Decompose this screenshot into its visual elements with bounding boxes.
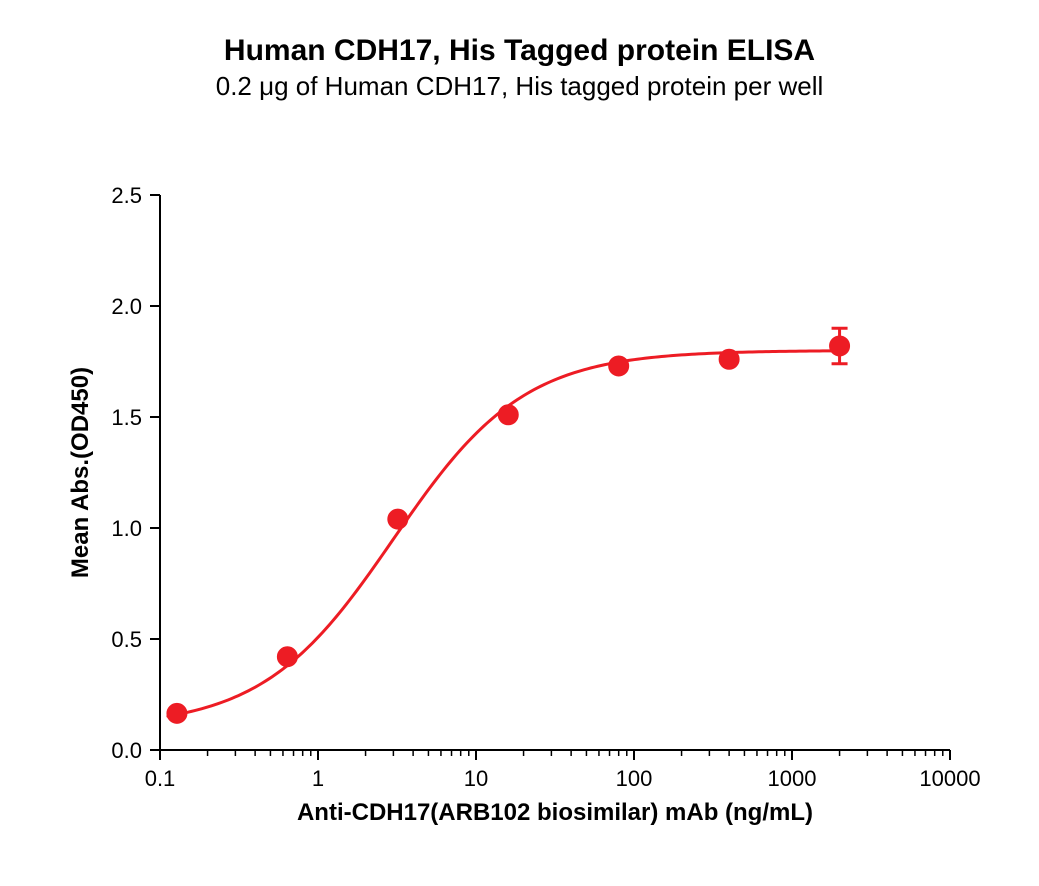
- x-tick-label: 100: [616, 766, 653, 791]
- axes: 0.1 1 10 100 1000 10000 0.0 0.5 1.0 1.5 2.0 2.5 Anti…: [67, 183, 981, 826]
- x-tick-label: 10: [464, 766, 488, 791]
- y-axis-label: Mean Abs.(OD450): [67, 367, 94, 578]
- x-tick-label: 10000: [919, 766, 980, 791]
- x-tick-label: 1000: [768, 766, 817, 791]
- y-tick-label: 0.0: [111, 738, 142, 763]
- data-point: [609, 356, 629, 376]
- y-tick-label: 1.0: [111, 516, 142, 541]
- y-tick-label: 2.5: [111, 183, 142, 208]
- y-tick-label: 0.5: [111, 627, 142, 652]
- x-tick-label: 0.1: [145, 766, 176, 791]
- chart-title: Human CDH17, His Tagged protein ELISA: [224, 34, 815, 67]
- data-point: [277, 647, 297, 667]
- y-tick-label: 1.5: [111, 405, 142, 430]
- x-tick-label: 1: [312, 766, 324, 791]
- data-point: [498, 405, 518, 425]
- chart-subtitle: 0.2 μg of Human CDH17, His tagged protei…: [216, 71, 824, 101]
- y-tick-label: 2.0: [111, 294, 142, 319]
- x-axis-label: Anti-CDH17(ARB102 biosimilar) mAb (ng/mL…: [297, 799, 813, 826]
- data-point: [719, 349, 739, 369]
- data-point: [167, 703, 187, 723]
- data-point: [388, 509, 408, 529]
- data-point: [830, 336, 850, 356]
